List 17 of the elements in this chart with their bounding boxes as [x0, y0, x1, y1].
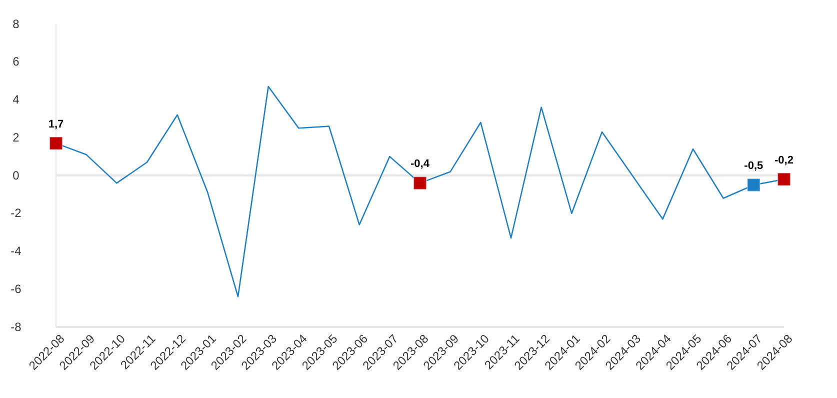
- y-tick-label: 8: [12, 16, 20, 31]
- point: [746, 178, 760, 192]
- point: [413, 176, 427, 190]
- data-label: -0,5: [744, 160, 764, 172]
- y-tick-label: -4: [10, 244, 22, 258]
- y-tick-label: 0: [12, 168, 20, 182]
- point: [777, 172, 791, 186]
- data-label: 1,7: [48, 118, 64, 130]
- y-tick-label: 2: [12, 130, 20, 144]
- y-tick-label: 4: [12, 92, 20, 107]
- y-tick-label: -8: [10, 320, 22, 334]
- y-tick-label: -2: [10, 206, 22, 220]
- y-tick-label: -6: [10, 282, 22, 296]
- point: [49, 136, 63, 150]
- data-label: -0,4: [410, 158, 430, 170]
- y-tick-label: 6: [12, 54, 20, 69]
- data-label: -0,2: [774, 154, 794, 166]
